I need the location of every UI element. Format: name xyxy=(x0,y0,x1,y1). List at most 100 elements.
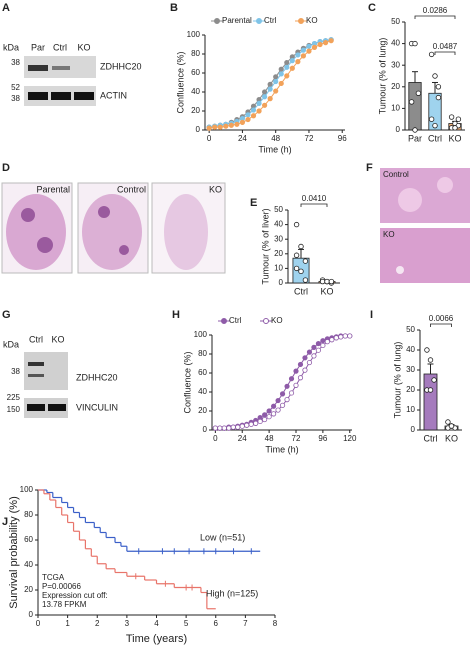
data-point xyxy=(298,243,304,250)
marker: 38 xyxy=(11,94,20,103)
y-tick-label: 80 xyxy=(191,49,200,58)
point xyxy=(320,338,326,344)
y-tick-label: 100 xyxy=(187,30,201,39)
point xyxy=(284,73,290,79)
band xyxy=(51,92,71,100)
point xyxy=(256,100,262,107)
protein-label: ACTIN xyxy=(100,90,127,100)
image-label: Control xyxy=(117,184,146,194)
point xyxy=(267,96,273,102)
y-tick-label: 50 xyxy=(274,205,283,214)
legend-label: Ctrl xyxy=(264,16,277,25)
y-tick-label: 20 xyxy=(191,106,200,115)
point xyxy=(279,402,286,408)
x-tick-label: 5 xyxy=(184,619,189,628)
point xyxy=(256,108,262,114)
point xyxy=(315,340,321,347)
data-point xyxy=(448,114,455,120)
point xyxy=(217,124,223,130)
legend-label: KO xyxy=(306,16,318,25)
point xyxy=(302,367,308,373)
data-point xyxy=(302,258,309,264)
point xyxy=(223,123,229,129)
data-point xyxy=(293,221,300,228)
point xyxy=(266,408,272,414)
y-axis-label: Confluence (%) xyxy=(182,351,192,413)
data-point xyxy=(415,90,422,96)
data-point xyxy=(435,94,442,101)
point xyxy=(306,359,313,366)
point xyxy=(275,407,281,413)
point xyxy=(293,382,299,388)
y-tick-label: 0 xyxy=(411,425,416,434)
point xyxy=(329,337,335,343)
vessel xyxy=(396,266,404,274)
protein-label: ZDHHC20 xyxy=(76,372,118,382)
tumour xyxy=(98,206,110,218)
point xyxy=(262,94,268,100)
lane-label: Ctrl xyxy=(29,334,43,344)
y-tick-label: 40 xyxy=(274,220,283,229)
annotation: TCGA xyxy=(42,573,65,582)
panel-letter: H xyxy=(172,309,180,321)
marker: 38 xyxy=(11,367,20,376)
band xyxy=(28,374,44,377)
data-point xyxy=(298,268,304,275)
marker: 150 xyxy=(7,405,21,414)
x-axis-label: Time (h) xyxy=(258,144,291,154)
data-point xyxy=(428,51,435,58)
x-axis-label: Time (years) xyxy=(126,633,187,645)
panel-letter: E xyxy=(250,197,257,209)
x-tick-label: 24 xyxy=(238,434,247,443)
point xyxy=(284,59,290,66)
y-axis-label: Confluence (%) xyxy=(175,51,185,113)
legend-marker xyxy=(214,18,220,24)
y-tick-label: 40 xyxy=(198,387,207,396)
y-tick-label: 40 xyxy=(191,87,200,96)
image xyxy=(380,228,470,283)
y-tick-label: 0 xyxy=(396,125,401,134)
x-tick-label: KO xyxy=(320,286,333,296)
lane-label: KO xyxy=(51,334,64,344)
y-tick-label: 0 xyxy=(279,278,284,287)
band xyxy=(28,65,48,71)
point xyxy=(217,425,223,431)
band xyxy=(28,362,44,366)
histology-d xyxy=(1,182,226,274)
panel-letter: J xyxy=(2,516,8,528)
annotation: P=0.00066 xyxy=(42,582,81,591)
data-point xyxy=(428,116,435,122)
point xyxy=(333,335,339,341)
band xyxy=(27,404,45,411)
panel-letter: G xyxy=(2,309,11,321)
point xyxy=(273,78,279,85)
series-line xyxy=(215,335,350,429)
x-tick-label: 2 xyxy=(95,619,100,628)
series-line xyxy=(215,335,350,429)
band xyxy=(52,66,70,70)
y-tick-label: 0 xyxy=(203,425,208,434)
y-tick-label: 20 xyxy=(24,585,33,594)
data-point xyxy=(412,127,418,133)
point xyxy=(228,122,234,128)
point xyxy=(302,355,308,361)
point xyxy=(295,58,301,65)
point xyxy=(278,71,284,77)
y-tick-label: 10 xyxy=(406,405,415,414)
y-tick-label: 30 xyxy=(406,365,415,374)
x-tick-label: 7 xyxy=(243,619,248,628)
point xyxy=(239,119,246,126)
y-tick-label: 20 xyxy=(406,385,415,394)
point xyxy=(300,53,307,59)
point xyxy=(284,383,290,389)
legend-marker xyxy=(298,18,304,24)
unit: kDa xyxy=(3,339,19,349)
image xyxy=(380,168,470,223)
x-tick-label: Ctrl xyxy=(424,433,438,443)
point xyxy=(245,116,251,123)
y-tick-label: 60 xyxy=(191,68,200,77)
tissue xyxy=(82,194,142,270)
data-point xyxy=(328,278,335,285)
point xyxy=(253,420,259,426)
point xyxy=(306,43,312,50)
